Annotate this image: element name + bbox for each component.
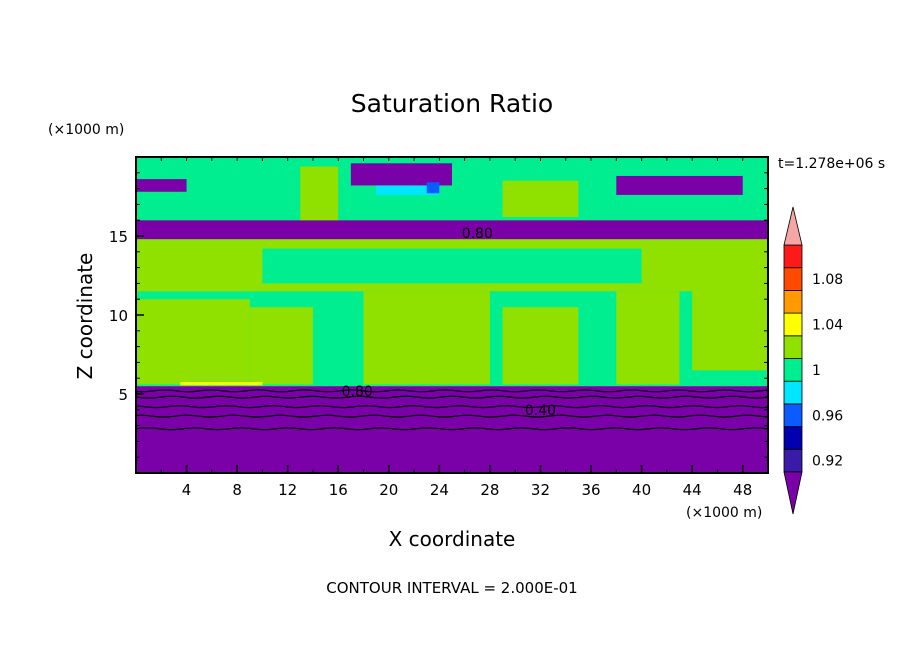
x-unit-label: (×1000 m) <box>686 505 762 521</box>
colorbar-cell-7 <box>783 289 803 314</box>
contour-interval-footer: CONTOUR INTERVAL = 2.000E-01 <box>326 579 577 597</box>
colorbar-label-3: 0.96 <box>812 408 843 424</box>
colorbar-cell-9 <box>783 244 803 269</box>
x-tick-label-3: 16 <box>329 481 348 499</box>
colorbar-cell-4 <box>783 358 803 382</box>
y-axis-label: Z coordinate <box>73 253 97 380</box>
time-label: t=1.278e+06 s <box>778 156 885 172</box>
contour-region-5 <box>502 307 579 385</box>
colorbar-below-arrow <box>783 471 803 515</box>
contour-region-17 <box>376 185 440 195</box>
x-tick-label-2: 12 <box>278 481 297 499</box>
colorbar: 1.08 1.04 1 0.96 0.92 <box>783 206 843 515</box>
contour-region-14 <box>350 163 452 186</box>
y-tick-label-2: 15 <box>109 228 128 246</box>
contour-line-3 <box>135 395 769 399</box>
y-tick-label-0: 5 <box>118 386 128 404</box>
contour-region-3 <box>249 307 313 385</box>
contour-region-6 <box>616 291 680 385</box>
x-tick-label-8: 36 <box>581 481 600 499</box>
contour-region-9 <box>262 248 642 284</box>
colorbar-cell-1 <box>783 426 803 450</box>
contour-label-0: 0.80 <box>462 226 493 242</box>
x-tick-label-4: 20 <box>379 481 398 499</box>
contour-line-1 <box>135 414 769 418</box>
plot-area <box>136 157 768 473</box>
chart-title: Saturation Ratio <box>351 89 553 118</box>
colorbar-label-1: 1.04 <box>812 317 843 333</box>
contour-region-19 <box>180 382 263 386</box>
contour-region-13 <box>502 180 579 218</box>
contour-region-12 <box>300 166 339 221</box>
colorbar-cell-5 <box>783 335 803 359</box>
contour-lines <box>135 389 769 431</box>
contour-region-16 <box>136 179 187 192</box>
colorbar-cell-3 <box>783 380 803 405</box>
y-unit-label: (×1000 m) <box>48 122 124 138</box>
colorbar-above-arrow <box>783 206 803 246</box>
colorbar-cell-8 <box>783 267 803 291</box>
contour-region-4 <box>363 291 490 385</box>
contour-line-2 <box>135 405 769 409</box>
contour-line-4 <box>135 389 769 393</box>
contour-region-2 <box>136 299 250 385</box>
contour-region-15 <box>616 175 743 195</box>
colorbar-cell-2 <box>783 403 803 427</box>
x-axis-ticks: 4 8 12 16 20 24 28 32 36 40 44 48 <box>160 157 752 499</box>
contour-labels: 0.80 0.80 0.40 <box>342 226 556 419</box>
x-axis-label: X coordinate <box>389 527 516 551</box>
contour-region-10 <box>136 220 768 240</box>
x-tick-label-5: 24 <box>430 481 449 499</box>
contour-label-2: 0.40 <box>525 403 556 419</box>
y-tick-label-1: 10 <box>109 307 128 325</box>
colorbar-label-4: 0.92 <box>812 454 843 470</box>
colorbar-cell-0 <box>783 448 803 473</box>
colorbar-label-0: 1.08 <box>812 272 843 288</box>
x-tick-label-10: 44 <box>683 481 702 499</box>
x-tick-label-7: 32 <box>531 481 550 499</box>
x-tick-label-6: 28 <box>480 481 499 499</box>
contour-line-0 <box>135 427 769 431</box>
contour-region-18 <box>426 182 440 194</box>
x-tick-label-1: 8 <box>232 481 242 499</box>
x-tick-label-9: 40 <box>632 481 651 499</box>
x-tick-label-11: 48 <box>733 481 752 499</box>
colorbar-label-2: 1 <box>812 363 821 379</box>
contour-label-1: 0.80 <box>342 384 373 400</box>
colorbar-cell-6 <box>783 312 803 337</box>
y-axis-ticks: 5 10 15 <box>109 172 768 458</box>
x-tick-label-0: 4 <box>182 481 192 499</box>
